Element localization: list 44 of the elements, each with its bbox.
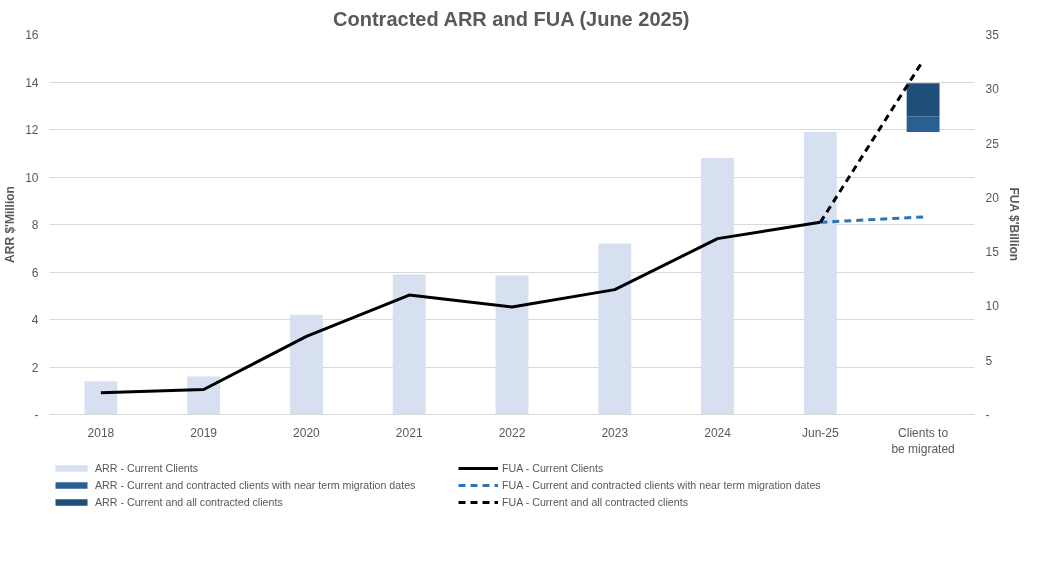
y-tick-label: 16 <box>25 28 39 42</box>
x-tick-label: 2021 <box>395 425 423 440</box>
x-tick-label: 2024 <box>704 425 732 440</box>
bar <box>495 275 529 415</box>
y2-tick-label: 5 <box>985 353 993 368</box>
x-tick-label: Clients to be migrated <box>891 425 955 457</box>
y-tick-label: 8 <box>31 218 39 232</box>
y2-axis-title: FUA $'Billion <box>1006 187 1021 262</box>
y-tick-label: 12 <box>25 123 39 137</box>
bar <box>906 116 940 132</box>
legend-label: ARR - Current Clients <box>95 461 200 475</box>
y2-tick-label: - <box>985 408 990 422</box>
y2-tick-label: 15 <box>985 245 1000 260</box>
y2-tick-label: 25 <box>985 136 1000 151</box>
y-tick-label: - <box>34 408 39 422</box>
legend-label: ARR - Current and contracted clients with near term migration dates <box>95 478 417 492</box>
x-tick-label: 2022 <box>498 425 526 440</box>
y-tick-label: 6 <box>31 265 39 280</box>
x-tick-label: 2023 <box>601 425 629 440</box>
y2-tick-label: 35 <box>985 28 1000 42</box>
y2-tick-label: 10 <box>985 299 1000 314</box>
bar <box>906 83 940 117</box>
bar <box>290 314 323 415</box>
legend-label: ARR - Current and all contracted clients <box>95 495 284 509</box>
y-tick-label: 10 <box>25 170 39 185</box>
y-tick-label: 14 <box>25 75 39 90</box>
y2-tick-label: 30 <box>985 82 1000 97</box>
x-tick-label: 2020 <box>293 425 321 440</box>
bar <box>803 131 837 415</box>
bar <box>84 381 118 415</box>
y-tick-label: 2 <box>31 360 39 375</box>
bar <box>392 274 426 415</box>
chart-title: Contracted ARR and FUA (June 2025) <box>333 7 690 30</box>
y2-tick-label: 20 <box>985 190 1000 205</box>
bar <box>598 243 632 415</box>
x-tick-label: 2018 <box>87 425 115 440</box>
legend-label: FUA - Current and all contracted clients <box>502 495 689 509</box>
x-tick-label: 2019 <box>190 425 218 440</box>
y-axis-title: ARR $'Million <box>3 186 18 263</box>
bar <box>701 158 734 415</box>
y-tick-label: 4 <box>31 313 39 327</box>
legend-label: FUA - Current and contracted clients with near term migration dates <box>502 478 822 492</box>
legend-label: FUA - Current Clients <box>502 461 605 475</box>
x-tick-label: Jun-25 <box>801 425 840 440</box>
